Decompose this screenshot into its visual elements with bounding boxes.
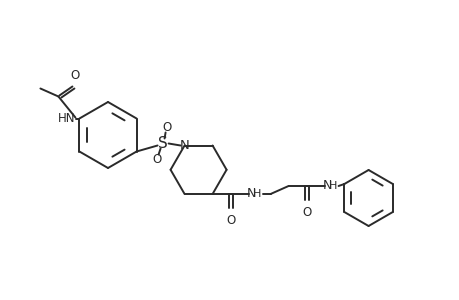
Text: H: H — [328, 181, 336, 191]
Text: H: H — [252, 189, 260, 199]
Text: N: N — [179, 139, 189, 152]
Text: O: O — [71, 68, 80, 82]
Text: N: N — [322, 179, 331, 193]
Text: O: O — [225, 214, 235, 227]
Text: S: S — [157, 136, 167, 151]
Text: O: O — [301, 206, 311, 219]
Text: O: O — [151, 153, 161, 166]
Text: O: O — [162, 121, 171, 134]
Text: N: N — [246, 188, 255, 200]
Text: HN: HN — [58, 112, 75, 125]
